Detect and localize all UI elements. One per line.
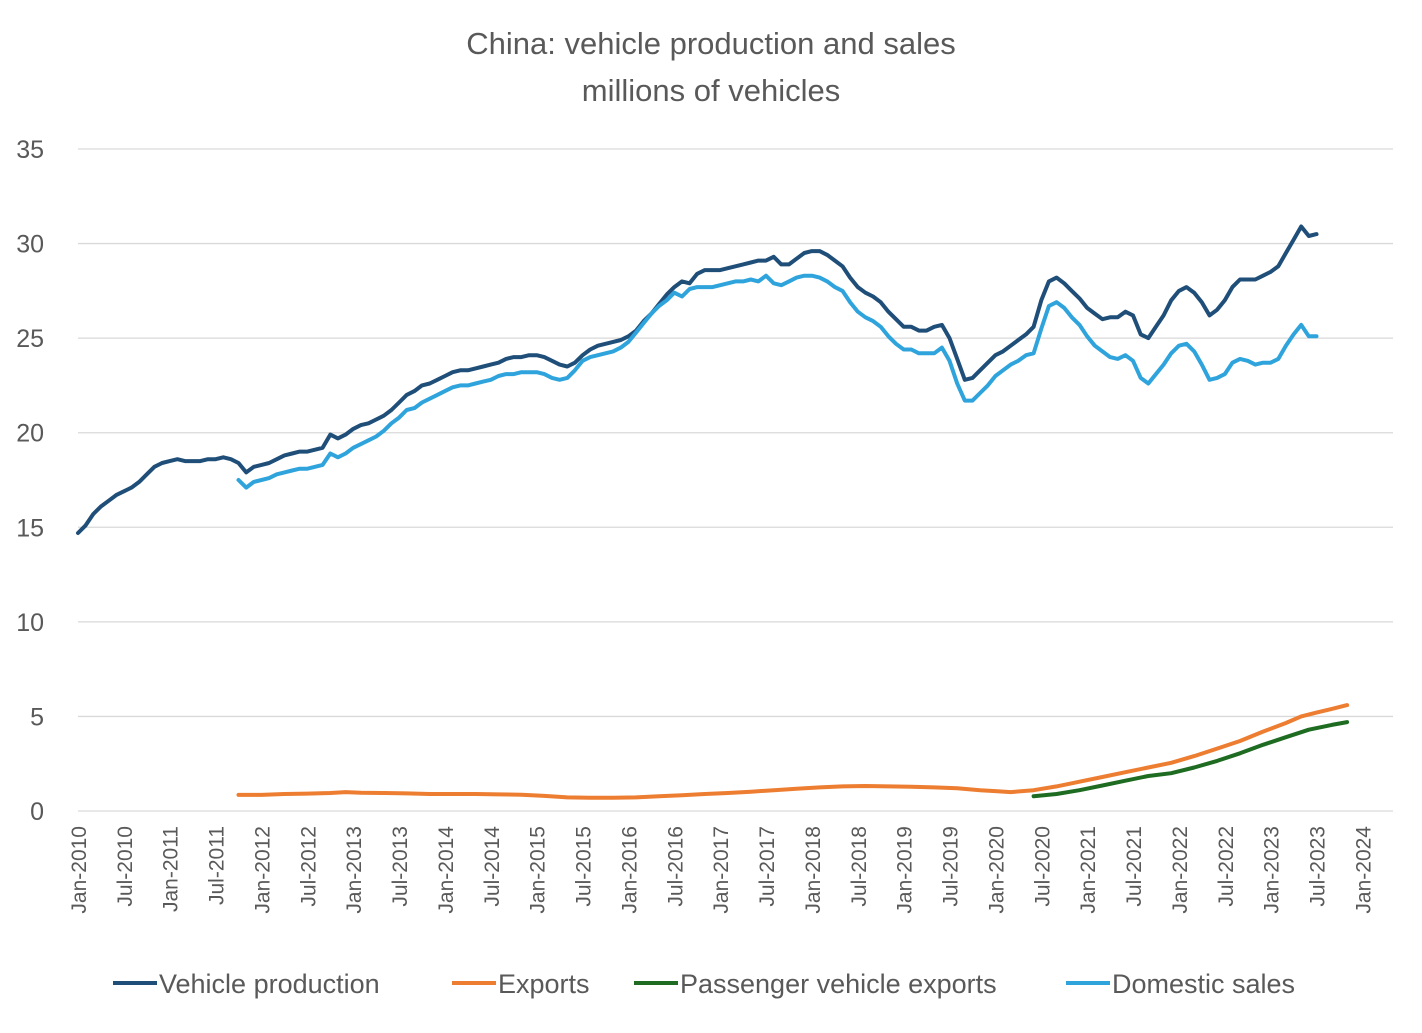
y-tick-label: 5 <box>30 703 44 731</box>
y-tick-label: 20 <box>16 420 44 448</box>
x-tick-label: Jul-2010 <box>114 826 137 907</box>
x-tick-label: Jul-2016 <box>664 826 687 907</box>
x-tick-label: Jan-2024 <box>1352 826 1375 914</box>
series-line-passenger-vehicle-exports <box>1031 720 1350 799</box>
x-tick-label: Jan-2015 <box>527 826 550 914</box>
y-axis: 0 5 10 15 20 25 30 35 <box>16 136 44 826</box>
x-tick-label: Jan-2018 <box>802 826 825 914</box>
x-tick-label: Jan-2012 <box>251 826 274 914</box>
x-tick-label: Jul-2011 <box>206 826 229 905</box>
x-tick-label: Jul-2012 <box>297 826 320 907</box>
chart-title-text: China: vehicle production and sales <box>466 26 955 61</box>
legend: Vehicle production Exports Passenger vehic… <box>113 969 1295 999</box>
plot-area <box>76 224 1350 800</box>
x-tick-label: Jan-2014 <box>435 826 458 914</box>
legend-label-passenger-vehicle-exports: Passenger vehicle exports <box>680 969 997 999</box>
x-tick-label: Jan-2022 <box>1169 826 1192 914</box>
x-tick-label: Jan-2023 <box>1261 826 1284 914</box>
series-line-vehicle-production <box>76 224 1319 535</box>
x-tick-label: Jan-2017 <box>710 826 733 914</box>
x-tick-label: Jan-2020 <box>985 826 1008 914</box>
x-tick-label: Jul-2014 <box>481 826 504 907</box>
x-tick-label: Jan-2013 <box>343 826 366 914</box>
series-line-exports <box>236 703 1350 800</box>
x-axis: Jan-2010 Jul-2010 Jan-2011 Jul-2011 Jan-2012… <box>68 826 1375 914</box>
x-tick-label: Jan-2011 <box>160 826 183 912</box>
y-tick-label: 15 <box>16 514 44 542</box>
y-tick-label: 0 <box>30 798 44 826</box>
chart-subtitle-text: millions of vehicles <box>582 73 840 108</box>
series-line-domestic-sales <box>236 273 1319 490</box>
x-tick-label: Jan-2010 <box>68 826 91 914</box>
y-tick-label: 30 <box>16 231 44 259</box>
chart-title: China: vehicle production and sales mill… <box>466 26 955 108</box>
legend-label-exports: Exports <box>498 969 590 999</box>
x-tick-label: Jul-2017 <box>756 826 779 907</box>
x-tick-label: Jul-2013 <box>389 826 412 907</box>
x-tick-label: Jan-2019 <box>894 826 917 914</box>
x-tick-label: Jul-2018 <box>848 826 871 907</box>
gridlines <box>78 148 1393 812</box>
x-tick-label: Jul-2023 <box>1306 826 1329 907</box>
legend-label-vehicle-production: Vehicle production <box>159 969 380 999</box>
x-tick-label: Jul-2020 <box>1031 826 1054 907</box>
y-tick-label: 25 <box>16 325 44 353</box>
x-tick-label: Jul-2022 <box>1215 826 1238 907</box>
x-tick-label: Jul-2021 <box>1123 826 1146 907</box>
x-tick-label: Jan-2016 <box>618 826 641 914</box>
x-tick-label: Jul-2019 <box>940 826 963 907</box>
x-tick-label: Jul-2015 <box>573 826 596 907</box>
y-tick-label: 10 <box>16 609 44 637</box>
y-tick-label: 35 <box>16 136 44 164</box>
legend-label-domestic-sales: Domestic sales <box>1112 969 1295 999</box>
x-tick-label: Jan-2021 <box>1077 826 1100 914</box>
